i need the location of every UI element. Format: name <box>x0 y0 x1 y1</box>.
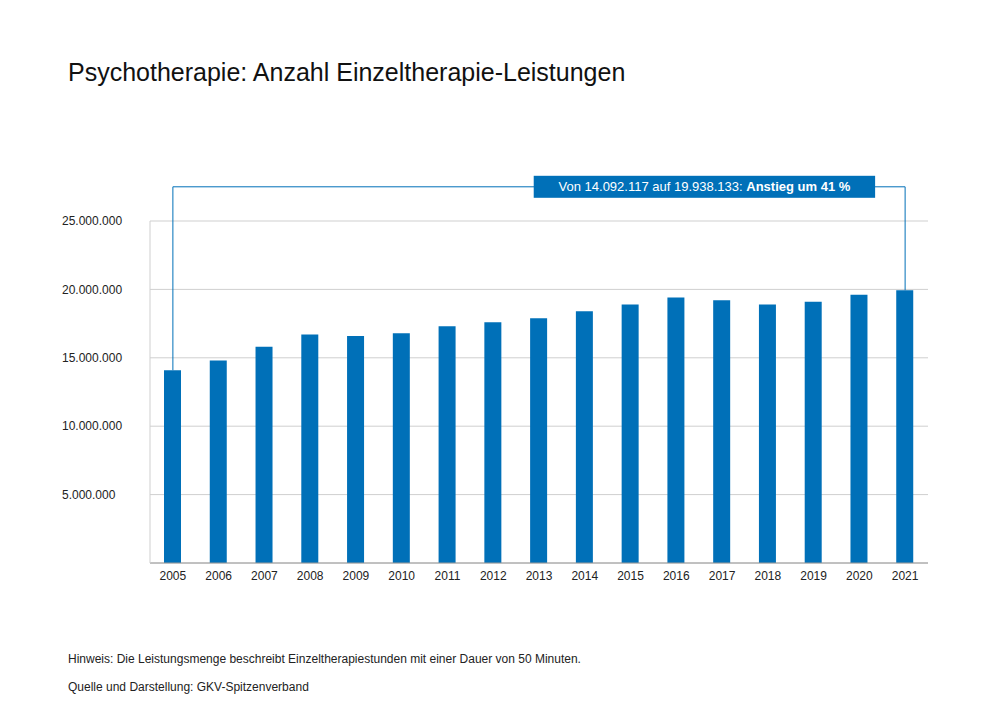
svg-text:2005: 2005 <box>160 569 187 583</box>
svg-text:2020: 2020 <box>846 569 873 583</box>
svg-text:2014: 2014 <box>571 569 598 583</box>
svg-text:2011: 2011 <box>435 569 461 583</box>
svg-text:2017: 2017 <box>709 569 736 583</box>
svg-text:10.000.000: 10.000.000 <box>62 419 122 433</box>
svg-text:15.000.000: 15.000.000 <box>62 351 122 365</box>
svg-text:2016: 2016 <box>663 569 690 583</box>
html-text:Hinweis: Die Leistungsmenge be: Hinweis: Die Leistungsmenge beschreibt E… <box>68 652 581 666</box>
svg-text:2006: 2006 <box>205 569 232 583</box>
svg-text:Von 14.092.117 auf 19.938.133:: Von 14.092.117 auf 19.938.133: Anstieg u… <box>559 179 851 194</box>
svg-text:2009: 2009 <box>343 569 370 583</box>
svg-text:2021: 2021 <box>892 569 919 583</box>
svg-text:2018: 2018 <box>754 569 781 583</box>
svg-text:25.000.000: 25.000.000 <box>62 214 122 228</box>
html-text:Quelle und Darstellung: GKV-Sp: Quelle und Darstellung: GKV-Spitzenverba… <box>68 680 309 694</box>
svg-text:5.000.000: 5.000.000 <box>62 488 116 502</box>
svg-text:2008: 2008 <box>297 569 324 583</box>
svg-text:2010: 2010 <box>388 569 415 583</box>
svg-text:20.000.000: 20.000.000 <box>62 283 122 297</box>
svg-text:2015: 2015 <box>617 569 644 583</box>
svg-text:2012: 2012 <box>480 569 507 583</box>
svg-text:2007: 2007 <box>251 569 278 583</box>
svg-text:2019: 2019 <box>800 569 827 583</box>
html-text:Psychotherapie: Anzahl Einzelt: Psychotherapie: Anzahl Einzeltherapie-Le… <box>68 58 626 86</box>
svg-text:2013: 2013 <box>526 569 553 583</box>
